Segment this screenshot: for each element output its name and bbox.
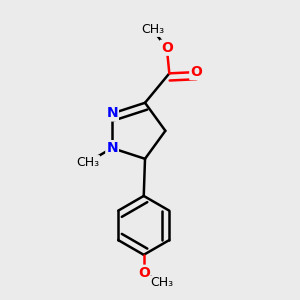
- Text: N: N: [106, 141, 118, 155]
- Text: CH₃: CH₃: [76, 156, 99, 169]
- Text: CH₃: CH₃: [141, 23, 164, 36]
- Text: O: O: [161, 41, 173, 55]
- Text: O: O: [190, 65, 202, 79]
- Text: CH₃: CH₃: [150, 277, 173, 290]
- Text: O: O: [138, 266, 150, 280]
- Text: N: N: [106, 106, 118, 121]
